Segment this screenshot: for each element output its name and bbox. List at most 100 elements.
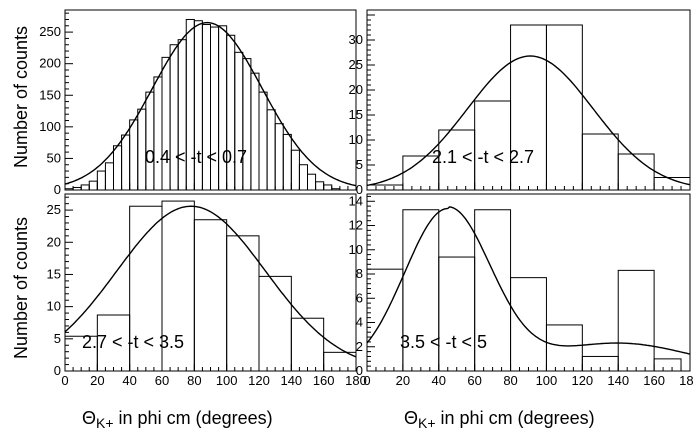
y-tick-label: 25 (47, 202, 61, 217)
y-tick-label: 0 (356, 363, 363, 378)
y-tick-label: 15 (349, 107, 363, 122)
histogram-bar (72, 186, 82, 191)
x-axis-title-right: ΘK+ in phi cm (degrees) (404, 408, 595, 431)
histogram-bar (545, 324, 583, 372)
histogram-bar (438, 256, 476, 372)
y-tick-label: 4 (356, 315, 363, 330)
histogram-bar (653, 177, 691, 191)
x-tick-label: 120 (571, 373, 593, 388)
y-axis-title-top: Number of counts (11, 26, 31, 168)
x-axis-title-subscript: K+ (418, 415, 436, 431)
histogram-bar (282, 133, 292, 191)
histogram-bar (323, 351, 357, 372)
x-tick-label: 140 (607, 373, 629, 388)
x-tick-label: 100 (536, 373, 558, 388)
histogram-bar (88, 180, 98, 191)
histogram-bar (581, 133, 619, 191)
histogram-bar (153, 76, 163, 191)
y-tick-label: 14 (349, 193, 363, 208)
x-tick-label: 120 (248, 373, 270, 388)
histogram-bar (96, 170, 106, 191)
x-tick-label: 0 (363, 373, 370, 388)
y-tick-label: 6 (356, 290, 363, 305)
y-axis-title-bottom: Number of counts (11, 217, 31, 359)
histogram-bar (104, 162, 114, 191)
histogram-bar (250, 72, 260, 191)
histogram-bar (64, 188, 74, 191)
x-axis-title-text: in phi cm (degrees) (436, 408, 595, 428)
x-tick-label: 40 (122, 373, 136, 388)
y-tick-label: 2 (356, 339, 363, 354)
histogram-bar (266, 109, 276, 191)
x-tick-label: 180 (679, 373, 693, 388)
histogram-bar (145, 91, 155, 191)
fit-curve (366, 55, 691, 187)
x-tick-label: 60 (155, 373, 169, 388)
x-tick-label: 0 (61, 373, 68, 388)
histogram-bar (258, 275, 292, 372)
histogram-bar (177, 39, 187, 191)
histogram-bar (331, 188, 341, 191)
histogram-bar (653, 358, 682, 372)
x-tick-label: 180 (345, 373, 367, 388)
y-tick-label: 0 (356, 182, 363, 197)
histogram-bar (510, 277, 547, 372)
histogram-bar (242, 58, 252, 191)
x-axis-title-subscript: K+ (96, 415, 114, 431)
y-tick-label: 100 (39, 119, 61, 134)
histogram-bar (298, 164, 308, 191)
x-tick-label: 140 (280, 373, 302, 388)
panel-top-right: 0 5 10 15 20 25 30 2.1 < -t < 2.7 (349, 9, 691, 197)
y-tick-label: 30 (349, 32, 363, 47)
histogram-bar (80, 184, 90, 191)
fit-curve (64, 21, 357, 187)
histogram-bar (129, 119, 139, 191)
fit-curve (366, 206, 691, 355)
histogram-bar (161, 56, 171, 191)
x-tick-label: 20 (90, 373, 104, 388)
histogram-bar (258, 91, 268, 191)
x-tick-label: 20 (396, 373, 410, 388)
y-tick-label: 10 (349, 132, 363, 147)
histogram-bar (113, 145, 123, 191)
histogram-bar (193, 219, 228, 372)
y-tick-label: 20 (349, 82, 363, 97)
y-tick-label: 8 (356, 266, 363, 281)
histogram-bar (617, 153, 655, 191)
histogram-bar (121, 134, 131, 191)
histogram-bar (234, 51, 244, 191)
y-tick-label: 5 (54, 331, 61, 346)
x-tick-label: 80 (503, 373, 517, 388)
histogram-bar (474, 100, 512, 191)
x-tick-label: 160 (643, 373, 665, 388)
histogram-bar (323, 184, 333, 191)
y-tick-label: 15 (47, 266, 61, 281)
x-axis-title-text: in phi cm (degrees) (114, 408, 273, 428)
y-tick-label: 20 (47, 234, 61, 249)
x-axis-title-symbol: Θ (404, 408, 418, 428)
y-tick-label: 10 (47, 299, 61, 314)
panel-annotation: 3.5 < -t < 5 (400, 332, 487, 352)
y-tick-label: 50 (47, 150, 61, 165)
x-axis-title-symbol: Θ (82, 408, 96, 428)
panel-top-left: 0 50 100 150 200 250 0.4 < -t < 0.7 (39, 9, 357, 197)
x-tick-label: 100 (216, 373, 238, 388)
histogram-bar (169, 44, 179, 191)
x-tick-label: 40 (432, 373, 446, 388)
x-axis-title-left: ΘK+ in phi cm (degrees) (82, 408, 273, 431)
y-tick-label: 0 (54, 182, 61, 197)
histogram-bar (274, 123, 284, 191)
histogram-bar (315, 181, 325, 191)
histogram-bar (366, 268, 404, 372)
histogram-bar (617, 269, 655, 372)
x-tick-label: 160 (313, 373, 335, 388)
y-tick-label: 5 (356, 157, 363, 172)
x-tick-label: 60 (467, 373, 481, 388)
fit-curve (64, 205, 357, 358)
y-tick-label: 200 (39, 56, 61, 71)
y-tick-label: 250 (39, 24, 61, 39)
panel-annotation: 0.4 < -t < 0.7 (145, 147, 247, 167)
histogram-bar (290, 149, 300, 191)
